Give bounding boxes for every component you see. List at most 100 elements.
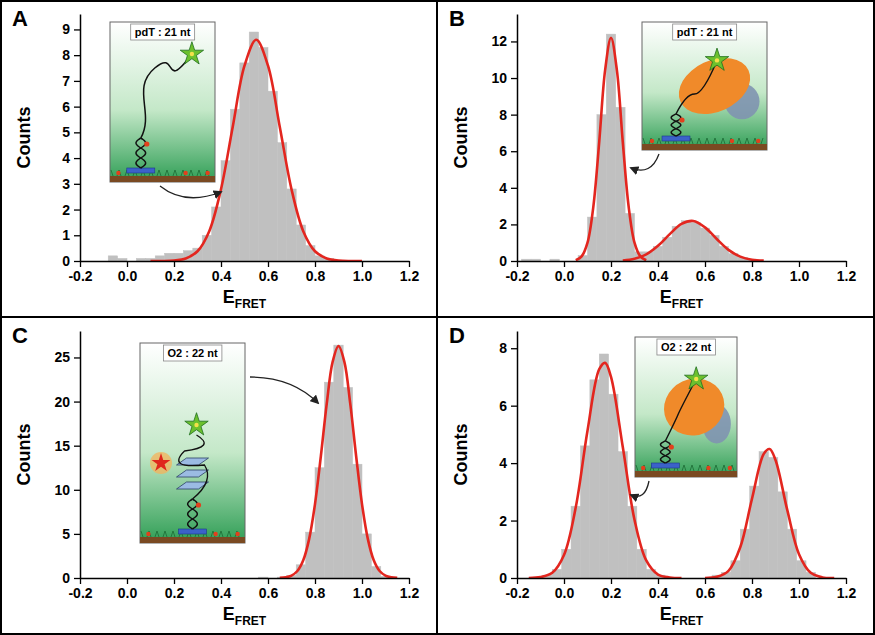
x-tick-label: 1.2: [400, 268, 420, 284]
grass-blade: [716, 465, 718, 471]
x-tick-label: 1.0: [790, 268, 810, 284]
grass-blade: [157, 170, 159, 176]
histogram-bar: [108, 256, 117, 261]
y-tick-label: 0: [499, 253, 507, 269]
inset-surface: [110, 176, 215, 182]
y-tick-label: 0: [62, 253, 70, 269]
grass-blade: [699, 138, 701, 144]
x-axis-title: EFRET: [223, 604, 267, 628]
x-axis-line: [81, 578, 410, 580]
x-tick-label: 0.2: [602, 268, 622, 284]
x-tick-label: -0.2: [505, 585, 529, 601]
y-tick-mark: [511, 578, 517, 579]
biotin-anchor: [662, 136, 690, 141]
grass-blade: [636, 465, 638, 471]
x-tick-label: 0.8: [743, 585, 763, 601]
y-tick-mark: [74, 357, 80, 358]
x-tick-label: 0.0: [555, 268, 575, 284]
y-tick-mark: [511, 261, 517, 262]
y-tick-label: 4: [499, 180, 507, 196]
panel-letter: B: [449, 6, 465, 31]
x-axis-line: [81, 261, 410, 263]
grass-blade: [175, 170, 177, 176]
surface-dot: [205, 171, 209, 175]
inset-arrow: [631, 481, 649, 496]
y-tick: 8: [499, 340, 517, 356]
x-tick-mark: [315, 261, 316, 267]
histogram-bar: [700, 228, 709, 261]
x-tick-label: 0.8: [743, 268, 763, 284]
grass-blade: [155, 531, 157, 537]
y-axis: 0123456789: [62, 15, 80, 269]
y-tick-label: 4: [62, 150, 70, 166]
inset-label-box: [163, 345, 221, 361]
histogram-bar: [759, 452, 768, 578]
histogram-bar: [740, 529, 749, 578]
inset-label: O2 : 22 nt: [661, 341, 711, 353]
x-tick: 0.4: [212, 578, 232, 601]
y-tick: 15: [54, 438, 80, 454]
grass-blade: [682, 465, 684, 471]
histogram-bar: [240, 63, 249, 261]
y-tick-label: 25: [54, 349, 70, 365]
grass-blade: [698, 465, 700, 471]
x-tick-label: -0.2: [505, 268, 529, 284]
y-tick-label: 2: [499, 216, 507, 232]
histogram-bar: [259, 47, 268, 261]
x-tick: 1.0: [353, 261, 373, 284]
grass-blade: [167, 170, 169, 176]
x-tick: 0.2: [602, 261, 622, 284]
inset-label: pdT : 21 nt: [135, 26, 191, 38]
dna-helix-strand: [188, 499, 198, 529]
grass-blade: [745, 138, 747, 144]
y-tick-mark: [511, 224, 517, 225]
grass-blade: [714, 465, 716, 471]
x-tick-label: 1.2: [400, 585, 420, 601]
histogram-bar: [268, 91, 277, 261]
x-tick-label: 0.0: [118, 585, 138, 601]
fit-curve: [623, 221, 764, 261]
y-tick-mark: [511, 41, 517, 42]
biotin-anchor: [127, 168, 155, 173]
x-tick: -0.2: [68, 261, 92, 284]
figure-svg: -0.20.00.20.40.60.81.01.20123456789EFRET…: [0, 0, 875, 635]
x-tick-mark: [80, 578, 81, 584]
y-tick: 6: [62, 99, 80, 115]
y-axis-title: Counts: [451, 424, 471, 486]
x-tick: 0.2: [165, 578, 185, 601]
y-axis-title: Counts: [451, 107, 471, 169]
inset-label: O2 : 22 nt: [167, 347, 217, 359]
x-tick: 0.2: [165, 261, 185, 284]
grass-blade: [739, 138, 741, 144]
histogram-bar: [334, 345, 343, 578]
x-tick: 0.2: [602, 578, 622, 601]
figure-frame: [1, 1, 874, 634]
x-tick-mark: [564, 578, 565, 584]
histogram-bar: [522, 259, 531, 261]
y-tick-label: 5: [62, 124, 70, 140]
y-tick: 4: [62, 150, 80, 166]
x-tick-label: 0.6: [696, 268, 716, 284]
x-axis-title-main: E: [223, 604, 235, 624]
histogram-bar: [562, 549, 571, 578]
y-axis-title: Counts: [14, 107, 34, 169]
histogram-bar: [362, 534, 371, 578]
inset-surface: [635, 471, 737, 477]
x-tick: 1.2: [400, 261, 420, 284]
protein-body: [670, 47, 760, 125]
surface-dot: [706, 466, 710, 470]
surface-dot: [235, 532, 239, 536]
y-tick-mark: [74, 578, 80, 579]
grass-blade: [229, 531, 231, 537]
histogram-bar: [136, 258, 145, 261]
x-tick: 0.8: [306, 578, 326, 601]
grass-blade: [753, 138, 755, 144]
y-tick: 12: [491, 33, 517, 49]
acceptor-dye: [669, 444, 674, 449]
x-tick: 0.4: [649, 578, 669, 601]
surface-dot: [213, 532, 217, 536]
single-strand: [665, 379, 696, 441]
grass-blade: [171, 531, 173, 537]
x-tick-mark: [517, 578, 518, 584]
y-tick-label: 15: [54, 438, 70, 454]
